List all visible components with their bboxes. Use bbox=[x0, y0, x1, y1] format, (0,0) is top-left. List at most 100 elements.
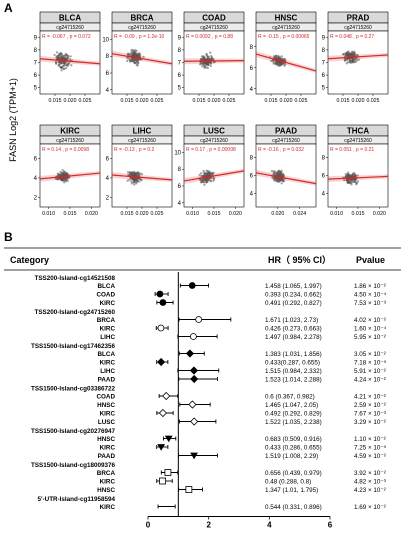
data-point bbox=[64, 54, 67, 57]
row-cancer-label: LUSC bbox=[98, 419, 116, 426]
data-point bbox=[203, 171, 206, 174]
x-tick-label: 0.015 bbox=[193, 98, 206, 104]
data-point bbox=[59, 62, 63, 65]
group-title: 5'-UTR-Island-cg11958594 bbox=[38, 496, 116, 503]
row-cancer-label: BLCA bbox=[98, 351, 116, 358]
row-hr-ci: 1.519 (1.008, 2.29) bbox=[265, 453, 318, 460]
row-hr-ci: 1.383 (1.031, 1.856) bbox=[265, 351, 322, 358]
data-point bbox=[347, 50, 350, 53]
panel-title: PRAD bbox=[347, 14, 370, 23]
data-point bbox=[130, 60, 133, 63]
trend-line bbox=[327, 175, 389, 180]
trend-line bbox=[255, 53, 317, 72]
scatter-panel-coad: COAD cg24715260 R = 0.0092 , p = 0.88 5 6 7 8 9… bbox=[178, 11, 245, 104]
data-point bbox=[280, 182, 283, 185]
y-tick-label: 8 bbox=[34, 48, 38, 54]
data-point bbox=[61, 168, 64, 172]
y-tick-label: 7 bbox=[178, 61, 182, 67]
x-tick-label: 0.020 bbox=[85, 211, 98, 217]
data-point bbox=[135, 63, 138, 67]
forest-row: BRCA 0.656 (0.439, 0.979) 3.92 × 10⁻² bbox=[97, 469, 386, 477]
x-tick-label: 0.015 bbox=[49, 98, 62, 104]
x-tick-label: 0.015 bbox=[121, 98, 134, 104]
header-category: Category bbox=[10, 255, 49, 265]
data-point bbox=[61, 173, 65, 176]
header-hr: HR（ 95% CI） bbox=[268, 255, 331, 265]
data-point bbox=[207, 178, 211, 182]
y-tick-label: 4 bbox=[322, 192, 326, 198]
x-tick-label: 0.025 bbox=[295, 98, 308, 104]
y-tick-label: 6 bbox=[250, 174, 254, 180]
panel-title: BLCA bbox=[59, 14, 81, 23]
x-tick-label: 0.015 bbox=[337, 98, 350, 104]
row-cancer-label: KIRC bbox=[100, 445, 116, 452]
probe-label: cg24715260 bbox=[128, 138, 156, 144]
group-title: TSS200-Island-cg14521508 bbox=[34, 275, 115, 282]
scatter-panel-blca: BLCA cg24715260 R = -0.067 , p = 0.072 5 6 7 8… bbox=[34, 11, 101, 104]
data-point bbox=[356, 174, 359, 177]
data-point bbox=[276, 180, 279, 183]
data-point bbox=[135, 182, 138, 185]
data-point bbox=[134, 171, 137, 175]
panel-title: KIRC bbox=[60, 127, 80, 136]
trend-line bbox=[39, 172, 101, 180]
row-hr-ci: 0.6 (0.367, 0.982) bbox=[265, 394, 315, 401]
trend-line bbox=[39, 58, 101, 65]
data-point bbox=[204, 172, 208, 176]
row-hr-ci: 0.492 (0.292, 0.829) bbox=[265, 411, 322, 418]
y-tick-label: 4 bbox=[106, 176, 110, 182]
forest-row: LUSC 1.522 (1.035, 2.238) 3.29 × 10⁻² bbox=[98, 417, 386, 426]
panel-title: COAD bbox=[202, 14, 226, 23]
row-cancer-label: LIHC bbox=[100, 334, 115, 341]
x-tick-label: 0.020 bbox=[271, 211, 284, 217]
data-point bbox=[275, 60, 278, 63]
panel-title: BRCA bbox=[130, 14, 153, 23]
data-point bbox=[352, 52, 356, 55]
scatter-panel-kirc: KIRC cg24715260 R = 0.14 , p = 0.0098 2 4 6 0.… bbox=[34, 124, 101, 217]
x-tick-label: 0.020 bbox=[373, 211, 386, 217]
data-point bbox=[350, 179, 354, 182]
group-title: TSS1500-Island-cg03386722 bbox=[31, 386, 116, 393]
scatter-panel-prad: PRAD cg24715260 R = 0.048 , p = 0.27 5 6 7 8 9 0… bbox=[322, 11, 389, 104]
row-hr-ci: 0.433(0.287, 0.655) bbox=[265, 360, 320, 367]
data-point bbox=[354, 60, 357, 63]
row-cancer-label: KIRC bbox=[100, 504, 116, 511]
data-point bbox=[354, 179, 357, 182]
data-point bbox=[352, 175, 355, 178]
hr-marker-circle bbox=[188, 282, 196, 289]
x-tick-label: 0.015 bbox=[121, 211, 134, 217]
x-tick-label: 0.020 bbox=[352, 98, 365, 104]
data-point bbox=[344, 175, 348, 178]
data-point bbox=[134, 58, 137, 61]
row-cancer-label: COAD bbox=[96, 292, 115, 299]
data-point bbox=[278, 173, 281, 176]
y-tick-label: 2 bbox=[34, 195, 38, 201]
forest-row: KIRC 0.491 (0.292, 0.827) 7.53 × 10⁻³ bbox=[100, 299, 386, 307]
data-point bbox=[64, 52, 67, 56]
data-point bbox=[354, 180, 357, 184]
data-point bbox=[271, 177, 274, 180]
panel-b-letter: B bbox=[4, 230, 13, 244]
data-point bbox=[130, 48, 133, 52]
panel-title: LIHC bbox=[133, 127, 152, 136]
correlation-stat: R = 0.17 , p = 0.00098 bbox=[186, 147, 236, 153]
hr-marker-circle bbox=[190, 333, 197, 340]
row-hr-ci: 0.544 (0.331, 0.896) bbox=[265, 504, 322, 511]
data-point bbox=[349, 61, 352, 64]
x-tick-label: 0.025 bbox=[151, 211, 164, 217]
data-point bbox=[276, 54, 280, 58]
data-point bbox=[62, 67, 66, 70]
hr-marker-diamond bbox=[185, 349, 195, 358]
data-point bbox=[62, 179, 66, 182]
data-point bbox=[353, 50, 356, 53]
data-point bbox=[198, 173, 201, 177]
data-point bbox=[272, 173, 275, 176]
data-point bbox=[205, 53, 208, 56]
data-point bbox=[132, 180, 135, 183]
y-tick-label: 9 bbox=[322, 35, 326, 41]
hr-marker-diamond bbox=[188, 400, 197, 409]
x-tick-label: 0.010 bbox=[330, 211, 343, 217]
panel-a-correlation-grid: A FASN Log2 (TPM+1) BLCA cg24715260 R = -0… bbox=[4, 1, 389, 217]
panel-b-forest-plot: B Category HR（ 95% CI） Pvalue TSS200-Isl… bbox=[4, 230, 401, 530]
row-pvalue: 4.21 × 10⁻² bbox=[354, 394, 386, 401]
